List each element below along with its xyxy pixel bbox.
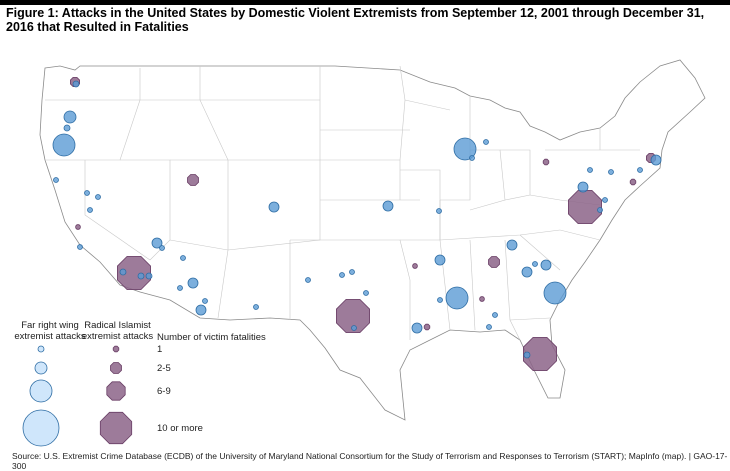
- far-right-attack-marker: [195, 304, 207, 316]
- far-right-attack-marker: [650, 154, 662, 166]
- far-right-attack-marker: [543, 281, 567, 305]
- far-right-attack-marker: [253, 304, 259, 310]
- islamist-attack-marker: [412, 263, 418, 269]
- far-right-attack-marker: [587, 167, 593, 173]
- far-right-attack-marker: [540, 259, 552, 271]
- far-right-attack-marker: [87, 207, 93, 213]
- islamist-attack-marker: [187, 174, 199, 186]
- far-right-attack-marker: [187, 277, 199, 289]
- far-right-attack-marker: [637, 167, 643, 173]
- far-right-attack-marker: [137, 272, 145, 280]
- far-right-attack-marker: [159, 245, 165, 251]
- far-right-attack-marker: [180, 255, 186, 261]
- islamist-attack-marker: [75, 224, 81, 230]
- islamist-attack-marker: [117, 255, 152, 291]
- islamist-attack-marker: [568, 189, 602, 225]
- far-right-attack-marker: [411, 322, 423, 334]
- far-right-attack-marker: [469, 155, 475, 161]
- islamist-attack-marker: [335, 298, 371, 334]
- legend-cat-3: 6-9: [157, 386, 171, 397]
- source-note: Source: U.S. Extremist Crime Database (E…: [12, 451, 728, 471]
- far-right-attack-marker: [363, 290, 369, 296]
- far-right-attack-marker: [77, 244, 83, 250]
- top-rule: [0, 0, 730, 5]
- far-right-attack-marker: [63, 110, 77, 124]
- legend-symbols: [22, 345, 133, 447]
- legend-far-right-symbol-1: [37, 345, 45, 353]
- far-right-attack-marker: [521, 266, 533, 278]
- far-right-attack-marker: [119, 268, 127, 276]
- far-right-attack-marker: [532, 261, 538, 267]
- far-right-attack-marker: [577, 181, 589, 193]
- islamist-attack-marker: [523, 336, 557, 372]
- far-right-attack-marker: [202, 298, 208, 304]
- far-right-attack-marker: [95, 194, 101, 200]
- legend-islamist-symbol-2: [110, 362, 122, 374]
- state-borders: [45, 65, 640, 341]
- legend-far-right-symbol-3: [29, 379, 53, 403]
- far-right-attack-marker: [351, 325, 357, 331]
- far-right-attack-marker: [506, 239, 518, 251]
- far-right-attack-marker: [492, 312, 498, 318]
- far-right-attack-marker: [608, 169, 614, 175]
- far-right-attack-marker: [177, 285, 183, 291]
- legend-islamist-symbol-1: [112, 345, 120, 353]
- far-right-attack-marker: [349, 269, 355, 275]
- far-right-attack-marker: [145, 272, 153, 280]
- legend-islamist-symbol-3: [106, 381, 126, 401]
- islamist-attack-marker: [423, 323, 431, 331]
- legend-cat-4: 10 or more: [157, 423, 203, 434]
- legend-fatalities-label: Number of victim fatalities: [157, 332, 266, 343]
- attack-markers: [52, 77, 662, 372]
- far-right-attack-marker: [53, 177, 59, 183]
- legend-far-right-label: Far right wing extremist attacks: [14, 320, 86, 342]
- far-right-attack-marker: [437, 297, 443, 303]
- islamist-attack-marker: [629, 178, 637, 186]
- legend-islamist-symbol-4: [99, 411, 133, 445]
- far-right-attack-marker: [523, 351, 531, 359]
- far-right-attack-marker: [382, 200, 394, 212]
- far-right-attack-marker: [483, 139, 489, 145]
- figure-title: Figure 1: Attacks in the United States b…: [6, 6, 705, 34]
- islamist-attack-marker: [479, 296, 485, 302]
- far-right-attack-marker: [339, 272, 345, 278]
- legend-far-right-symbol-4: [22, 409, 60, 447]
- far-right-attack-marker: [436, 208, 442, 214]
- legend-cat-2: 2-5: [157, 363, 171, 374]
- legend-islamist-label: Radical Islamist extremist attacks: [81, 320, 154, 342]
- far-right-attack-marker: [305, 277, 311, 283]
- far-right-attack-marker: [268, 201, 280, 213]
- far-right-attack-marker: [602, 197, 608, 203]
- far-right-attack-marker: [72, 80, 80, 88]
- legend-cat-1: 1: [157, 344, 163, 355]
- far-right-attack-marker: [445, 286, 469, 310]
- far-right-attack-marker: [84, 190, 90, 196]
- far-right-attack-marker: [453, 137, 477, 161]
- far-right-attack-marker: [63, 124, 71, 132]
- far-right-attack-marker: [434, 254, 446, 266]
- far-right-attack-marker: [151, 237, 163, 249]
- far-right-attack-marker: [52, 133, 76, 157]
- legend-far-right-symbol-2: [34, 361, 48, 375]
- islamist-attack-marker: [488, 256, 500, 268]
- far-right-attack-marker: [486, 324, 492, 330]
- islamist-attack-marker: [542, 158, 550, 166]
- far-right-attack-marker: [597, 207, 603, 213]
